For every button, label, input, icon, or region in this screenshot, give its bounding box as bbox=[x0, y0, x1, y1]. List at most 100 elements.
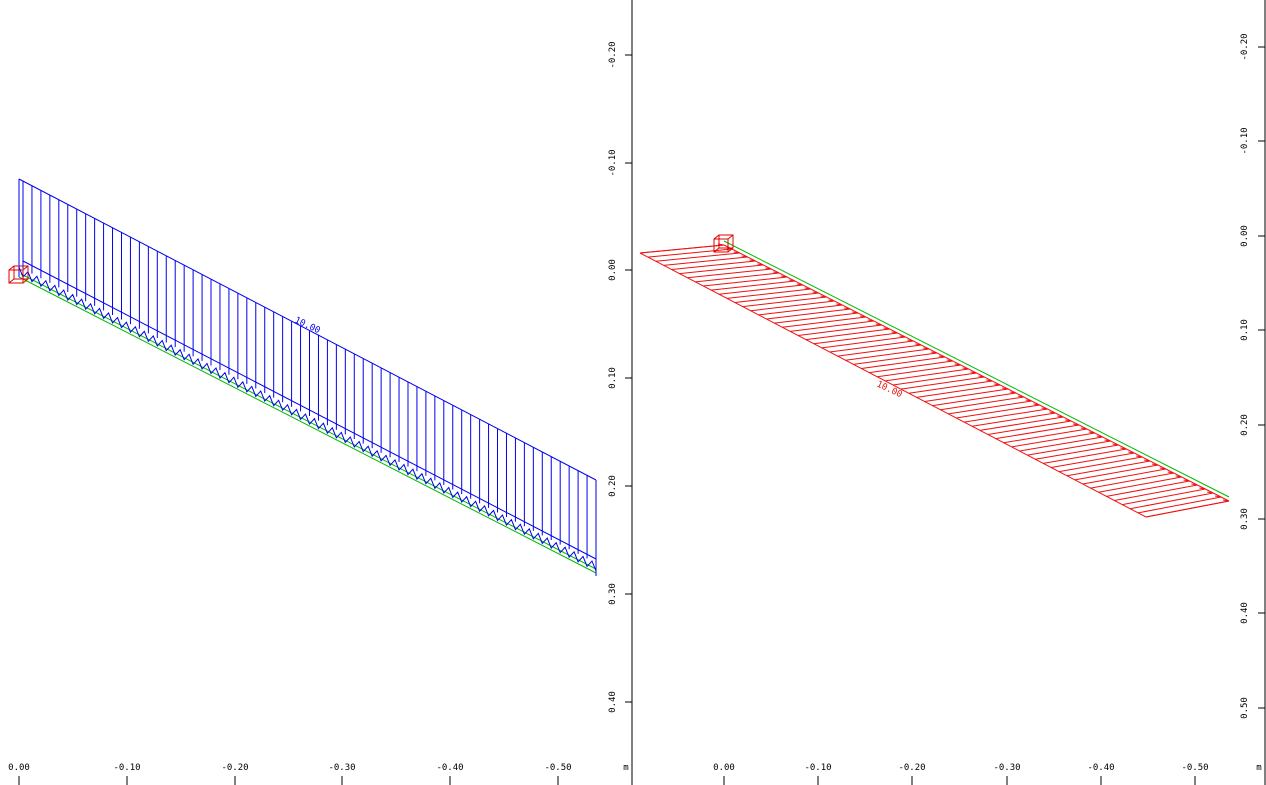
load-arrow-line bbox=[766, 308, 851, 320]
load-arrow-line bbox=[758, 304, 843, 316]
load-arrow-line bbox=[805, 328, 890, 341]
load-arrowhead bbox=[1128, 451, 1135, 454]
left-y-tick-label: 0.40 bbox=[608, 691, 618, 713]
load-arrow-line bbox=[837, 344, 922, 357]
load-arrow-line bbox=[703, 276, 788, 287]
load-arrowhead bbox=[986, 379, 993, 382]
load-arrowhead bbox=[954, 363, 961, 366]
load-arrowhead bbox=[1151, 463, 1159, 466]
load-arrowhead bbox=[1017, 395, 1024, 398]
member-line bbox=[18, 276, 597, 574]
left-y-tick-label: -0.10 bbox=[608, 149, 618, 176]
load-arrowhead bbox=[757, 263, 764, 266]
load-arrow-line bbox=[869, 360, 953, 374]
right-view: 10.00 0.00 -0.10 -0.20 -0.30 -0.40 -0.50… bbox=[639, 0, 1266, 785]
load-arrowhead bbox=[836, 303, 843, 306]
load-arrow-line bbox=[1019, 436, 1103, 452]
load-arrow-line bbox=[1074, 464, 1159, 481]
right-x-tick-label: -0.20 bbox=[898, 763, 925, 773]
load-arrowhead bbox=[938, 355, 946, 358]
load-arrow-line bbox=[655, 252, 740, 262]
load-arrowhead bbox=[930, 351, 938, 354]
load-arrow-line bbox=[813, 332, 898, 345]
load-arrow-line bbox=[1130, 492, 1214, 510]
load-arrowhead bbox=[899, 335, 906, 338]
load-arrowhead bbox=[812, 291, 819, 294]
load-arrow-line bbox=[1027, 440, 1111, 456]
left-x-tick-label: -0.50 bbox=[544, 763, 571, 773]
load-arrow-line bbox=[1082, 468, 1166, 485]
load-arrow-line bbox=[964, 408, 1048, 423]
load-arrowhead bbox=[1144, 459, 1151, 462]
load-arrowhead bbox=[994, 383, 1001, 386]
load-arrow-line bbox=[892, 372, 977, 386]
load-arrowhead bbox=[883, 327, 890, 330]
load-arrow-line bbox=[1090, 472, 1174, 489]
load-arrow-line bbox=[908, 380, 993, 394]
load-arrowhead bbox=[1041, 407, 1048, 410]
load-arrow-line bbox=[1035, 444, 1119, 460]
load-arrow-line bbox=[1066, 460, 1151, 477]
load-arrowhead bbox=[1120, 447, 1127, 450]
load-arrowhead bbox=[788, 279, 796, 282]
load-arrow-line bbox=[1011, 432, 1095, 448]
load-arrow-line bbox=[1122, 488, 1206, 506]
load-arrow-line bbox=[979, 416, 1064, 431]
left-x-tick-label: -0.20 bbox=[221, 763, 248, 773]
right-x-tick-label: -0.50 bbox=[1181, 763, 1208, 773]
load-arrowhead bbox=[1112, 443, 1119, 446]
left-x-tick-label: -0.40 bbox=[436, 763, 463, 773]
load-arrow-line bbox=[885, 368, 969, 382]
load-arrow-line bbox=[711, 280, 796, 291]
load-arrow-line bbox=[798, 324, 882, 336]
load-arrowhead bbox=[1222, 499, 1230, 502]
load-arrowhead bbox=[804, 287, 811, 290]
right-x-tick-label: 0.00 bbox=[713, 763, 735, 773]
load-arrow-line bbox=[1114, 484, 1198, 501]
load-arrowhead bbox=[1033, 403, 1040, 406]
member-line bbox=[723, 240, 1230, 498]
load-arrowhead bbox=[978, 375, 985, 378]
load-arrowhead bbox=[1191, 483, 1198, 486]
load-arrowhead bbox=[915, 343, 922, 346]
load-arrow-line bbox=[679, 264, 764, 275]
left-y-axis: -0.20 -0.10 0.00 0.10 0.20 0.30 0.40 bbox=[608, 0, 633, 785]
load-arrowhead bbox=[1080, 427, 1088, 430]
load-arrowhead bbox=[1167, 471, 1174, 474]
load-arrow-line bbox=[639, 244, 725, 254]
load-arrowheads bbox=[18, 266, 597, 572]
load-arrowhead bbox=[1009, 391, 1017, 394]
load-arrow-line bbox=[987, 420, 1072, 435]
load-arrowhead bbox=[1049, 411, 1056, 414]
load-arrowhead bbox=[875, 323, 882, 326]
load-arrow-line bbox=[782, 316, 867, 328]
left-y-tick-label: 0.00 bbox=[608, 259, 618, 281]
load-arrow-line bbox=[750, 300, 835, 312]
load-arrowhead bbox=[1057, 415, 1064, 418]
right-unit-label: m bbox=[1256, 763, 1261, 773]
load-arrow-line bbox=[647, 248, 732, 258]
load-arrowhead bbox=[946, 359, 953, 362]
left-view: 10.00 0.00 -0.10 -0.20 -0.30 -0.40 -0.50… bbox=[8, 0, 633, 785]
right-y-tick-label: 0.00 bbox=[1240, 225, 1250, 247]
load-arrowhead bbox=[1215, 495, 1222, 498]
load-arrow-line bbox=[1145, 500, 1230, 518]
load-arrow-line bbox=[829, 340, 914, 353]
load-arrow-line bbox=[790, 320, 874, 332]
load-arrowhead bbox=[1159, 467, 1166, 470]
load-arrow-line bbox=[853, 352, 938, 365]
left-unit-label: m bbox=[623, 763, 628, 773]
load-arrow-line bbox=[1043, 448, 1127, 464]
load-arrowhead bbox=[907, 339, 914, 342]
load-arrowhead bbox=[970, 371, 977, 374]
load-arrow-line bbox=[932, 392, 1017, 407]
load-arrow-line bbox=[726, 288, 811, 299]
right-support-icon bbox=[713, 234, 734, 253]
load-arrowhead bbox=[1207, 491, 1214, 494]
right-y-axis: -0.20 -0.10 0.00 0.10 0.20 0.30 0.40 0.5… bbox=[1240, 0, 1266, 785]
load-arrowhead bbox=[867, 319, 875, 322]
load-arrow-line bbox=[900, 376, 985, 390]
right-y-tick-label: 0.50 bbox=[1240, 697, 1250, 719]
load-base-line bbox=[22, 260, 597, 560]
left-y-tick-label: 0.20 bbox=[608, 475, 618, 497]
